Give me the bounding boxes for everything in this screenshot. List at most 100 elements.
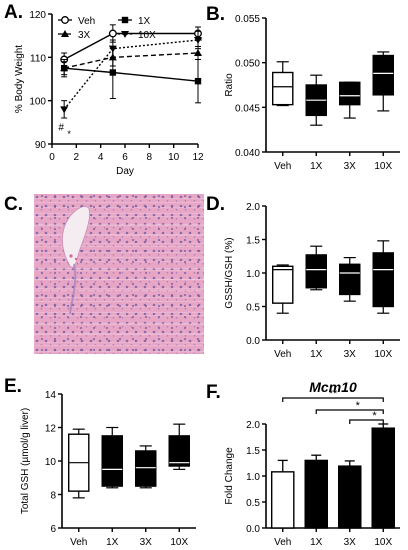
- y-axis-label: GSSH/GSH (%): [224, 237, 235, 308]
- chart-e: 6 8 10 12 14 Veh 1X 3X 10X Total GSH (µmol/g live…: [20, 390, 196, 548]
- x-tick-label: 8: [147, 152, 153, 163]
- y-tick-label: 100: [29, 97, 46, 108]
- legend-label: 3X: [78, 30, 91, 41]
- y-tick-label: 6: [50, 524, 56, 535]
- data-point: [60, 106, 69, 114]
- box: [101, 435, 123, 487]
- x-tick-label: 12: [192, 152, 204, 163]
- x-tick-label: 10: [168, 152, 180, 163]
- y-tick-label: 1.0: [246, 472, 260, 483]
- legend-marker: [121, 31, 129, 38]
- y-tick-label: 10: [45, 457, 57, 468]
- x-tick-label: 1X: [310, 349, 323, 360]
- liver-histology-image: [34, 194, 204, 354]
- annotation-star: *: [199, 36, 203, 46]
- x-tick-label: 3X: [344, 537, 357, 548]
- series-line: [64, 52, 199, 69]
- panel-f: F. 0.0 0.5 1.0 1.5 2.0 Veh 1X 3X 10X Fold Change M…: [204, 368, 408, 550]
- panel-b: B. 0.040 0.045 0.050 0.055 Veh 1X 3X 10X Ratio: [204, 0, 408, 180]
- box: [305, 254, 327, 289]
- panel-label-d: D.: [206, 194, 225, 215]
- panel-a: A. 90 100 110 120 0 2 4 6 8 10 12 Day % Body Weight #…: [0, 0, 204, 180]
- y-axis-label: Fold Change: [224, 447, 235, 505]
- panel-e: E. 6 8 10 12 14 Veh 1X 3X 10X Total GSH (µmol/g l…: [0, 368, 204, 550]
- box: [338, 81, 361, 106]
- panel-d: D. 0.0 0.5 1.0 1.5 2.0 Veh 1X 3X 10X GSSH/GSH (%): [204, 184, 408, 364]
- series-line: [64, 67, 199, 82]
- y-tick-label: 0.040: [235, 148, 260, 159]
- significance-star: *: [67, 129, 71, 139]
- box: [372, 54, 394, 96]
- x-tick-label: Veh: [274, 537, 291, 548]
- data-point: [108, 45, 117, 53]
- data-point: [194, 77, 202, 85]
- y-tick-label: 0.0: [246, 524, 260, 535]
- y-axis-label: Total GSH (µmol/g liver): [20, 408, 31, 514]
- significance-label: *: [372, 410, 377, 422]
- y-tick-label: 0.5: [246, 303, 260, 314]
- box: [338, 263, 361, 296]
- y-tick-label: 0.055: [235, 14, 260, 25]
- box: [271, 71, 294, 106]
- x-tick-label: 2: [74, 152, 80, 163]
- significance-bracket: [349, 419, 384, 424]
- y-tick-label: 1.0: [246, 269, 260, 280]
- y-tick-label: 1.5: [246, 236, 260, 247]
- x-tick-label: 10X: [374, 537, 392, 548]
- data-point: [60, 64, 69, 72]
- x-tick-label: Veh: [274, 161, 291, 172]
- chart-d: 0.0 0.5 1.0 1.5 2.0 Veh 1X 3X 10X GSSH/GSH (%): [224, 202, 400, 360]
- y-tick-label: 2.0: [246, 202, 260, 213]
- legend-label: Veh: [78, 16, 95, 27]
- panel-label-f: F.: [206, 382, 221, 403]
- data-point: [109, 69, 117, 76]
- y-tick-label: 12: [45, 424, 57, 435]
- y-axis-label: Ratio: [224, 73, 235, 97]
- x-tick-label: 10X: [170, 537, 188, 548]
- chart-b: 0.040 0.045 0.050 0.055 Veh 1X 3X 10X Ratio: [224, 14, 400, 172]
- data-point: [194, 49, 202, 56]
- box: [372, 252, 394, 308]
- bar: [337, 465, 362, 529]
- significance-bracket: [282, 397, 384, 402]
- panel-label-a: A.: [4, 2, 23, 23]
- x-tick-label: 1X: [106, 537, 119, 548]
- legend-marker: [61, 16, 69, 24]
- legend-label: 10X: [138, 30, 156, 41]
- x-axis-label: Day: [116, 166, 134, 177]
- y-tick-label: 0.045: [235, 103, 260, 114]
- significance-hash: #: [58, 123, 64, 134]
- legend-marker: [61, 30, 69, 37]
- legend-label: 1X: [138, 16, 151, 27]
- legend-marker: [121, 16, 129, 24]
- x-tick-label: 3X: [140, 537, 153, 548]
- x-tick-label: 1X: [310, 537, 323, 548]
- x-tick-label: 1X: [310, 161, 323, 172]
- y-axis-label: % Body Weight: [14, 45, 25, 113]
- bar: [371, 427, 396, 529]
- significance-bracket: [315, 409, 384, 414]
- y-tick-label: 120: [29, 10, 46, 21]
- x-tick-label: 10X: [374, 161, 392, 172]
- y-tick-label: 110: [30, 53, 46, 64]
- panel-c: C.: [0, 184, 204, 364]
- significance-label: *: [356, 400, 361, 412]
- y-tick-label: 0.5: [246, 498, 260, 509]
- chart-f: 0.0 0.5 1.0 1.5 2.0 Veh 1X 3X 10X Fold Change Mcm1…: [224, 379, 400, 548]
- y-tick-label: 14: [45, 390, 57, 401]
- x-tick-label: Veh: [70, 537, 87, 548]
- central-vein: [62, 206, 91, 268]
- x-tick-label: 0: [49, 152, 55, 163]
- bar: [304, 459, 329, 529]
- y-tick-label: 0.050: [235, 59, 260, 70]
- y-tick-label: 1.5: [246, 446, 260, 457]
- chart-title: Mcm10: [309, 379, 357, 395]
- y-tick-label: 2.0: [246, 420, 260, 431]
- box: [168, 435, 190, 467]
- significance-label: **: [329, 388, 338, 400]
- panel-label-e: E.: [4, 376, 22, 397]
- data-point: [108, 29, 117, 38]
- y-tick-label: 0.0: [246, 336, 260, 347]
- x-tick-label: 6: [122, 152, 128, 163]
